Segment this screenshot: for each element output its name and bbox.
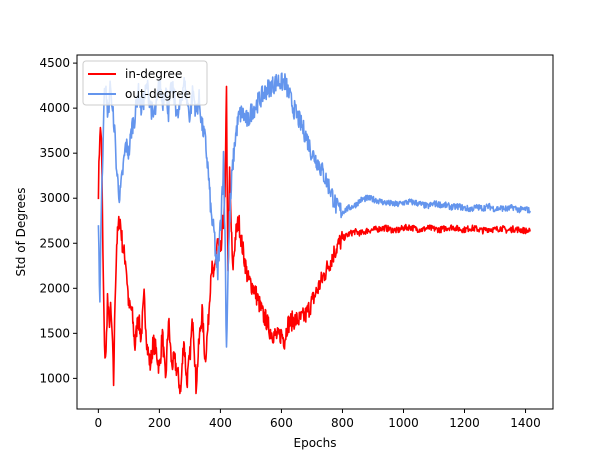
y-tick-label: 3500 (39, 146, 70, 160)
x-tick-label: 1200 (449, 416, 480, 430)
x-tick-label: 600 (270, 416, 293, 430)
y-tick-label: 1500 (39, 326, 70, 340)
y-axis-ticks: 1000 1500 2000 2500 3000 3500 4000 4500 (39, 56, 77, 385)
x-tick-label: 1400 (510, 416, 541, 430)
x-axis-label: Epochs (294, 436, 337, 450)
y-tick-label: 3000 (39, 191, 70, 205)
x-tick-label: 200 (148, 416, 171, 430)
y-tick-label: 4500 (39, 56, 70, 70)
x-tick-label: 1000 (388, 416, 419, 430)
x-axis-ticks: 0 200 400 600 800 1000 1200 1400 (95, 409, 541, 430)
legend: in-degree out-degree (82, 60, 208, 106)
y-tick-label: 1000 (39, 371, 70, 385)
x-tick-label: 400 (209, 416, 232, 430)
y-tick-label: 2500 (39, 236, 70, 250)
y-tick-label: 4000 (39, 101, 70, 115)
legend-label-in-degree: in-degree (125, 67, 182, 81)
y-tick-label: 2000 (39, 281, 70, 295)
x-tick-label: 800 (331, 416, 354, 430)
y-axis-label: Std of Degrees (14, 187, 28, 276)
series-line-in-degree (97, 85, 531, 395)
x-tick-label: 0 (95, 416, 103, 430)
plot-frame (76, 54, 554, 410)
legend-label-out-degree: out-degree (125, 87, 191, 101)
